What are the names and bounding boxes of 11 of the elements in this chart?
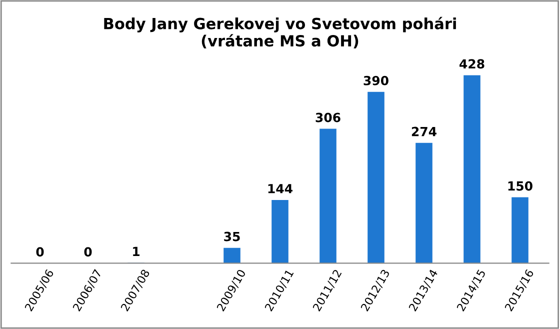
data-label: 274 — [412, 126, 436, 136]
data-label: 0 — [36, 247, 44, 257]
data-label: 428 — [460, 59, 484, 69]
data-label: 306 — [316, 112, 340, 122]
data-label: 35 — [224, 232, 240, 242]
data-label: 144 — [268, 184, 292, 194]
data-label: 1 — [133, 246, 140, 256]
data-label: 0 — [84, 247, 92, 257]
data-label: 150 — [508, 181, 532, 191]
chart-title: Body Jany Gerekovej vo Svetovom pohári (vrátane MS a OH) — [104, 16, 456, 48]
data-label: 390 — [364, 76, 388, 86]
